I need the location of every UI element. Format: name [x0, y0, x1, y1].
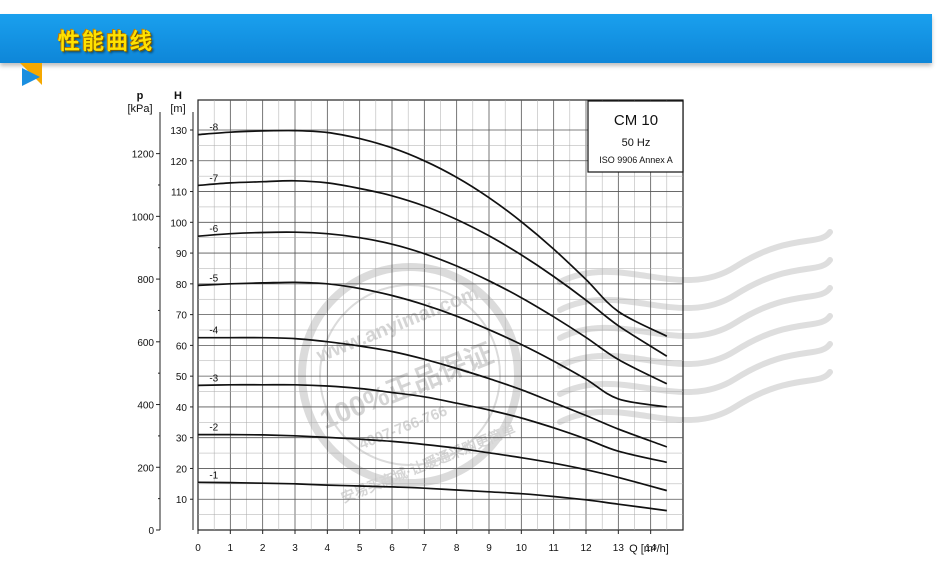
- background-wave: [557, 229, 833, 285]
- x-tick-label: 5: [357, 543, 363, 554]
- background-waves: [557, 229, 833, 425]
- header-bar: 性能曲线: [0, 14, 932, 63]
- head-tick-label: 20: [176, 464, 188, 475]
- chart-title: CM 10: [614, 112, 658, 129]
- x-tick-label: 9: [486, 543, 492, 554]
- curve-series-3: [197, 383, 667, 464]
- pressure-tick-label: 0: [148, 526, 154, 537]
- watermark-ring: [298, 263, 522, 487]
- head-tick-label: 30: [176, 434, 188, 445]
- curve-label-2: -2: [209, 423, 218, 434]
- background-wave: [557, 369, 833, 425]
- curve-label-8: -8: [209, 123, 218, 134]
- pressure-tick-label: 400: [137, 401, 154, 412]
- background-wave: [557, 257, 833, 313]
- curve-label-3: -3: [209, 373, 218, 384]
- curve-series-8: [197, 129, 668, 337]
- x-tick-label: 0: [195, 543, 201, 554]
- curve-series-6: [197, 231, 668, 385]
- x-tick-label: 3: [292, 543, 298, 554]
- head-tick-label: 110: [171, 188, 187, 199]
- head-tick-label: 80: [176, 280, 188, 291]
- chart-subtitle-frequency: 50 Hz: [622, 137, 651, 149]
- curve-series-2: [198, 433, 668, 492]
- pressure-tick-label: 800: [137, 275, 154, 286]
- curve-label-7: -7: [209, 173, 218, 184]
- head-tick-label: 130: [170, 126, 187, 137]
- watermark-ring-inner: [319, 284, 501, 466]
- pressure-axis-unit: [kPa]: [127, 103, 152, 115]
- pressure-tick-label: 600: [137, 338, 154, 349]
- curve-series-4: [198, 336, 668, 448]
- chart-curve-labels: -1 -2 -3 -4 -5 -6 -7 -8: [209, 123, 218, 482]
- x-tick-label: 11: [548, 543, 559, 554]
- pressure-tick-label: 1000: [132, 212, 155, 223]
- x-tick-label: 10: [516, 543, 528, 554]
- curve-series-7: [197, 179, 668, 357]
- x-tick-label: 7: [422, 543, 428, 554]
- head-tick-label: 90: [176, 249, 188, 260]
- curve-label-5: -5: [209, 273, 218, 284]
- chart-subtitle-standard: ISO 9906 Annex A: [599, 155, 673, 165]
- curve-series-5: [197, 281, 667, 408]
- pressure-tick-label: 1200: [132, 150, 155, 161]
- background-wave: [557, 285, 833, 341]
- head-tick-label: 70: [176, 311, 188, 322]
- x-tick-label: 1: [228, 543, 234, 554]
- background-wave: [557, 313, 833, 369]
- x-tick-label: 2: [260, 543, 266, 554]
- head-tick-label: 60: [176, 341, 188, 352]
- curve-label-6: -6: [209, 224, 218, 235]
- header-corner-arrow: [22, 68, 40, 86]
- curve-series-1: [197, 481, 667, 512]
- x-tick-label: 6: [389, 543, 395, 554]
- chart-grid: [197, 99, 684, 531]
- head-tick-label: 50: [176, 372, 188, 383]
- x-tick-label: 8: [454, 543, 460, 554]
- head-tick-label: 100: [170, 218, 187, 229]
- curve-label-4: -4: [209, 326, 218, 337]
- head-tick-label: 10: [176, 495, 188, 506]
- x-tick-label: 12: [580, 543, 592, 554]
- head-tick-label: 120: [170, 157, 187, 168]
- x-tick-label: 4: [325, 543, 331, 554]
- pressure-axis-symbol: p: [137, 90, 144, 102]
- page-title: 性能曲线: [58, 29, 155, 54]
- chart-title-box: CM 10 50 Hz ISO 9906 Annex A: [587, 100, 684, 173]
- background-wave: [557, 341, 833, 397]
- x-tick-label: 13: [613, 543, 625, 554]
- head-tick-label: 40: [176, 403, 188, 414]
- x-axis-label: Q [m³/h]: [629, 543, 669, 555]
- head-axis-symbol: H: [174, 90, 182, 102]
- curve-label-1: -1: [209, 470, 218, 481]
- head-axis-unit: [m]: [170, 103, 185, 115]
- pressure-tick-label: 200: [137, 463, 154, 474]
- chart-axes: 1020304050607080901001101201300200400600…: [132, 112, 657, 554]
- chart-curves: [197, 129, 668, 512]
- x-tick-label: 14: [645, 543, 657, 554]
